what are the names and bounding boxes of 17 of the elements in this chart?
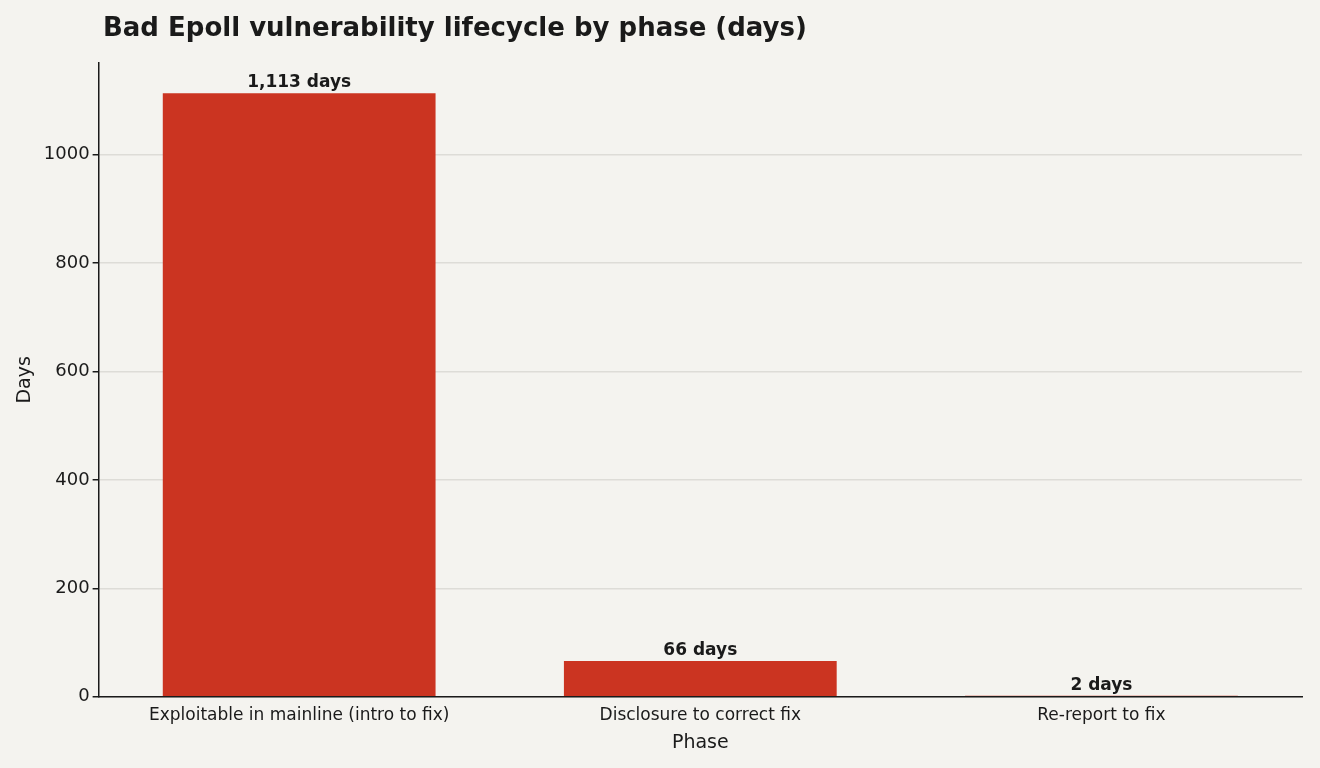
x-tick-label: Re-report to fix — [1037, 704, 1166, 725]
y-tick-label: 600 — [55, 359, 90, 381]
data-label: 66 days — [663, 638, 738, 659]
bar — [563, 661, 837, 697]
chart-title: Bad Epoll vulnerability lifecycle by phase (days) — [103, 12, 807, 42]
y-tick-label: 800 — [55, 250, 90, 272]
y-tick-label: 400 — [55, 467, 90, 489]
data-label: 2 days — [1070, 673, 1133, 694]
y-tick-label: 0 — [78, 684, 90, 706]
bar — [162, 93, 436, 697]
y-tick-label: 200 — [55, 576, 90, 598]
x-tick-label: Disclosure to correct fix — [599, 704, 802, 725]
y-tick-label: 1000 — [43, 142, 90, 164]
x-tick-label: Exploitable in mainline (intro to fix) — [148, 704, 450, 725]
x-axis-title: Phase — [671, 729, 729, 752]
y-axis-title: Days — [12, 356, 35, 404]
data-label: 1,113 days — [247, 71, 352, 92]
